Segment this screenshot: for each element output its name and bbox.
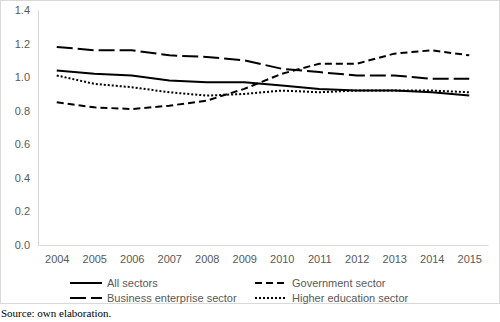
- legend-label: All sectors: [107, 277, 158, 289]
- y-tick-label: 1.4: [15, 4, 30, 16]
- legend-label: Higher education sector: [292, 292, 409, 304]
- y-tick: 0.2: [15, 205, 38, 217]
- x-tick: 2014: [420, 245, 444, 265]
- y-tick: 1.4: [15, 4, 38, 16]
- x-tick-label: 2005: [83, 253, 107, 265]
- legend-swatch: [255, 282, 287, 284]
- series-line: [57, 50, 470, 109]
- y-tick-label: 0.4: [15, 172, 30, 184]
- x-tick: 2009: [233, 245, 257, 265]
- legend-swatch: [70, 297, 102, 299]
- x-tick: 2007: [158, 245, 182, 265]
- legend-item: Higher education sector: [255, 292, 409, 304]
- legend-item: Government sector: [255, 277, 386, 289]
- legend: All sectors Government sector Business ent…: [70, 277, 409, 304]
- x-tick: 2012: [345, 245, 369, 265]
- x-tick: 2015: [458, 245, 482, 265]
- y-tick-label: 0.6: [15, 138, 30, 150]
- y-tick: 0.6: [15, 138, 38, 150]
- y-tick-label: 1.0: [15, 71, 30, 83]
- x-tick-label: 2004: [45, 253, 69, 265]
- x-tick-label: 2013: [383, 253, 407, 265]
- legend-label: Government sector: [292, 277, 386, 289]
- y-axis-line: [38, 11, 39, 246]
- x-tick-label: 2008: [195, 253, 219, 265]
- x-tick-label: 2012: [345, 253, 369, 265]
- x-tick-label: 2014: [420, 253, 444, 265]
- x-tick-label: 2015: [458, 253, 482, 265]
- y-tick-label: 0.2: [15, 205, 30, 217]
- series-line: [57, 75, 470, 95]
- legend-swatch: [255, 297, 287, 299]
- x-tick: 2011: [308, 245, 332, 265]
- x-tick: 2008: [195, 245, 219, 265]
- legend-item: All sectors: [70, 277, 158, 289]
- x-axis: 2004 2005 2006 2007 2008 2009 2010 2011 2012 2013…: [39, 245, 489, 265]
- series-line: [57, 47, 470, 79]
- x-tick: 2010: [270, 245, 294, 265]
- y-tick-label: 1.2: [15, 38, 30, 50]
- legend-swatch: [70, 282, 102, 284]
- series-line: [57, 70, 470, 95]
- lines: [57, 47, 470, 109]
- legend-item: Business enterprise sector: [70, 292, 237, 304]
- y-tick: 1.0: [15, 71, 38, 83]
- y-tick-label: 0.0: [15, 239, 30, 251]
- x-tick: 2005: [83, 245, 107, 265]
- x-tick-label: 2010: [270, 253, 294, 265]
- plot: 0.0 0.2 0.4 0.6 0.8 1.0 1.2 1.4 2004 2005 2006 2007…: [15, 4, 489, 265]
- x-tick-label: 2006: [120, 253, 144, 265]
- legend-label: Business enterprise sector: [107, 292, 237, 304]
- x-tick-label: 2011: [308, 253, 332, 265]
- x-tick-label: 2009: [233, 253, 257, 265]
- chart: 0.0 0.2 0.4 0.6 0.8 1.0 1.2 1.4 2004 2005 2006 2007…: [0, 0, 500, 322]
- source-note: Source: own elaboration.: [1, 307, 112, 319]
- y-tick: 1.2: [15, 38, 38, 50]
- y-tick: 0.0: [15, 239, 38, 251]
- y-tick: 0.8: [15, 105, 38, 117]
- y-tick-label: 0.8: [15, 105, 30, 117]
- chart-border: [1, 1, 500, 304]
- x-tick: 2013: [383, 245, 407, 265]
- y-axis: 0.0 0.2 0.4 0.6 0.8 1.0 1.2 1.4: [15, 4, 39, 251]
- x-axis-line: [39, 245, 489, 246]
- y-tick: 0.4: [15, 172, 38, 184]
- x-tick: 2006: [120, 245, 144, 265]
- x-tick-label: 2007: [158, 253, 182, 265]
- x-tick: 2004: [45, 245, 69, 265]
